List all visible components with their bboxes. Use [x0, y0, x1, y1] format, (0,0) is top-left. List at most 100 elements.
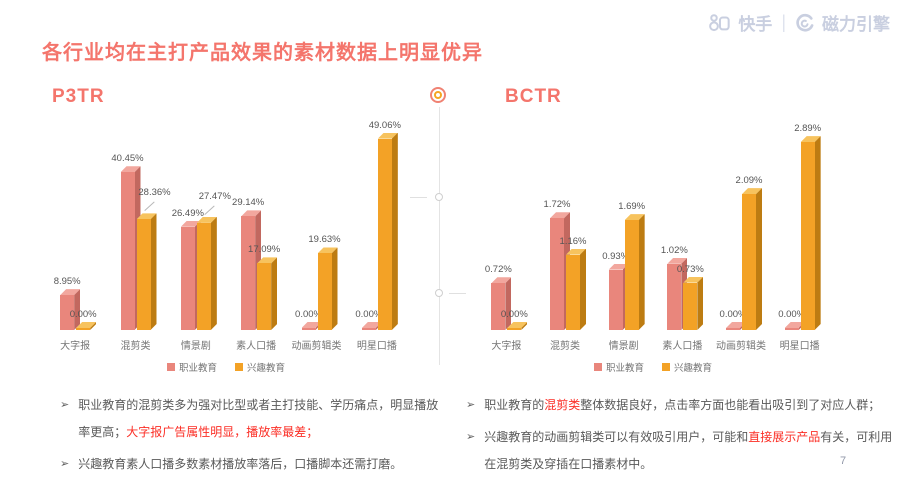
bar-front-face [608, 269, 623, 330]
bar-top-face [257, 257, 278, 264]
bar-front-face [800, 142, 815, 330]
bar-兴趣教育-素人口播 [683, 276, 704, 330]
bar-top-face [60, 289, 81, 296]
bar-side-face [392, 133, 398, 330]
bullet-text: 兴趣教育的动画剪辑类可以有效吸引用户，可能和直接展示产品有关，可利用在混剪类及穿… [484, 424, 898, 478]
bar-top-face [120, 166, 141, 173]
chart-p3tr: P3TR 8.95% 0.00% 大字报 40.45% 28.36% 混剪类 26.49% 2… [40, 86, 412, 391]
category-label: 动画剪辑类 [291, 341, 342, 352]
value-label: 28.36% [138, 187, 171, 199]
category-label: 情景剧 [180, 341, 211, 352]
bullet-text: 职业教育的混剪类多为强对比型或者主打技能、学历痛点，明显播放率更高；大字报广告属… [78, 392, 440, 446]
category-label: 混剪类 [550, 341, 580, 352]
divider-ornament-circle [430, 87, 446, 103]
bar-兴趣教育-大字报 [76, 322, 97, 330]
bar-front-face [257, 263, 272, 330]
value-label: 2.09% [735, 175, 763, 187]
legend-swatch [166, 363, 175, 371]
category-label: 大字报 [60, 341, 91, 352]
divider-node [435, 289, 443, 297]
legend-swatch [662, 363, 670, 371]
bar-side-face [271, 257, 277, 330]
note-text: 兴趣教育的动画剪辑类可以有效吸引用户，可能和 [484, 430, 749, 444]
value-label: 17.09% [248, 244, 281, 256]
bar-兴趣教育-动画剪辑类 [317, 247, 338, 330]
value-label: 0.93% [602, 250, 630, 262]
value-label: 26.49% [171, 207, 204, 219]
note-highlight-text: 直接展示产品 [748, 430, 821, 444]
divider-ornament-inner-circle [434, 91, 442, 99]
bar-top-face [742, 188, 762, 195]
bar-front-face [361, 328, 376, 330]
chart-legend: 职业教育 兴趣教育 [45, 360, 407, 374]
bar-top-face [608, 263, 629, 270]
legend-label: 兴趣教育 [674, 363, 713, 374]
bar-front-face [726, 328, 740, 330]
divider-line [439, 107, 440, 365]
bullet-text: 兴趣教育素人口播多数素材播放率落后，口播脚本还需打磨。 [78, 451, 402, 478]
bar-front-face [491, 283, 506, 330]
legend-label: 兴趣教育 [247, 363, 286, 374]
kuaishou-icon [709, 13, 730, 31]
chart-plot: 8.95% 0.00% 大字报 40.45% 28.36% 混剪类 26.49% 27.47%… [45, 120, 407, 374]
note-text: 兴趣教育素人口播多数素材播放率落后，口播脚本还需打磨。 [78, 457, 403, 471]
brand-lockup: 快手 | 磁力引擎 [708, 10, 890, 35]
value-label: 27.47% [198, 190, 231, 202]
bar-top-face [241, 210, 262, 217]
bar-兴趣教育-明星口播 [377, 132, 398, 330]
bar-兴趣教育-大字报 [507, 322, 528, 330]
bar-front-face [60, 295, 75, 330]
bar-top-face [301, 322, 322, 328]
bar-front-face [566, 254, 580, 330]
bar-兴趣教育-混剪类 [566, 248, 586, 330]
bar-top-face [180, 220, 201, 227]
chart-bctr: BCTR 0.72% 0.00% 大字报 1.72% 1.16% 混剪类 0.93% 1.69… [470, 86, 842, 391]
value-label: 0.00% [500, 309, 528, 320]
divider-dash [410, 197, 427, 198]
bar-兴趣教育-动画剪辑类 [742, 188, 762, 330]
category-label: 明星口播 [779, 341, 820, 352]
chart-title: BCTR [505, 86, 562, 107]
category-label: 动画剪辑类 [716, 341, 766, 352]
bar-top-face [377, 132, 398, 139]
bar-top-face [196, 216, 217, 223]
notes-right-column: ➢ 职业教育的混剪类整体数据良好，点击率方面也能看出吸引到了对应人群； ➢ 兴趣教育的… [466, 392, 898, 483]
value-label: 1.72% [543, 199, 571, 211]
bar-side-face [815, 136, 821, 330]
note-bullet: ➢ 职业教育的混剪类整体数据良好，点击率方面也能看出吸引到了对应人群； [466, 392, 898, 419]
note-bullet: ➢ 兴趣教育素人口播多数素材播放率落后，口播脚本还需打磨。 [60, 451, 440, 478]
bar-side-face [756, 188, 762, 330]
value-label: 0.00% [355, 309, 383, 320]
value-label: 19.63% [308, 234, 341, 246]
bar-side-face [74, 289, 80, 330]
value-label: 0.00% [69, 309, 97, 320]
bar-front-face [196, 222, 211, 330]
category-label: 素人口播 [236, 341, 277, 352]
value-label: 1.69% [618, 201, 646, 213]
note-text: 整体数据良好，点击率方面也能看出吸引到了对应人群； [580, 398, 881, 412]
bar-兴趣教育-明星口播 [800, 136, 821, 330]
value-label: 49.06% [368, 119, 401, 131]
note-bullet: ➢ 兴趣教育的动画剪辑类可以有效吸引用户，可能和直接展示产品有关，可利用在混剪类及… [466, 424, 898, 478]
value-label: 0.73% [676, 263, 704, 275]
value-label: 0.00% [295, 309, 322, 320]
bar-side-face [580, 249, 586, 330]
bar-兴趣教育-混剪类 [136, 213, 157, 330]
bar-side-face [332, 247, 338, 330]
legend-label: 职业教育 [605, 363, 644, 374]
bar-top-face [800, 136, 821, 143]
bar-top-face [317, 247, 338, 254]
value-label: 1.02% [660, 244, 688, 256]
note-highlight-text: 混剪类 [544, 398, 581, 412]
bar-front-face [742, 194, 756, 330]
legend-item: 职业教育 [593, 360, 644, 374]
value-label: 0.00% [719, 309, 747, 320]
chart-legend: 职业教育 兴趣教育 [477, 360, 829, 374]
bar-side-face [90, 322, 96, 330]
note-text: 职业教育的混剪类多为强对比型或者主打技能、学历痛点，明显播放率更高； [78, 398, 439, 439]
note-text: 有关，可利用在混剪类及穿插在口播素材中。 [484, 430, 893, 471]
bar-front-face [180, 226, 195, 330]
label-leader-line [143, 201, 155, 212]
page-number: 7 [840, 455, 847, 467]
